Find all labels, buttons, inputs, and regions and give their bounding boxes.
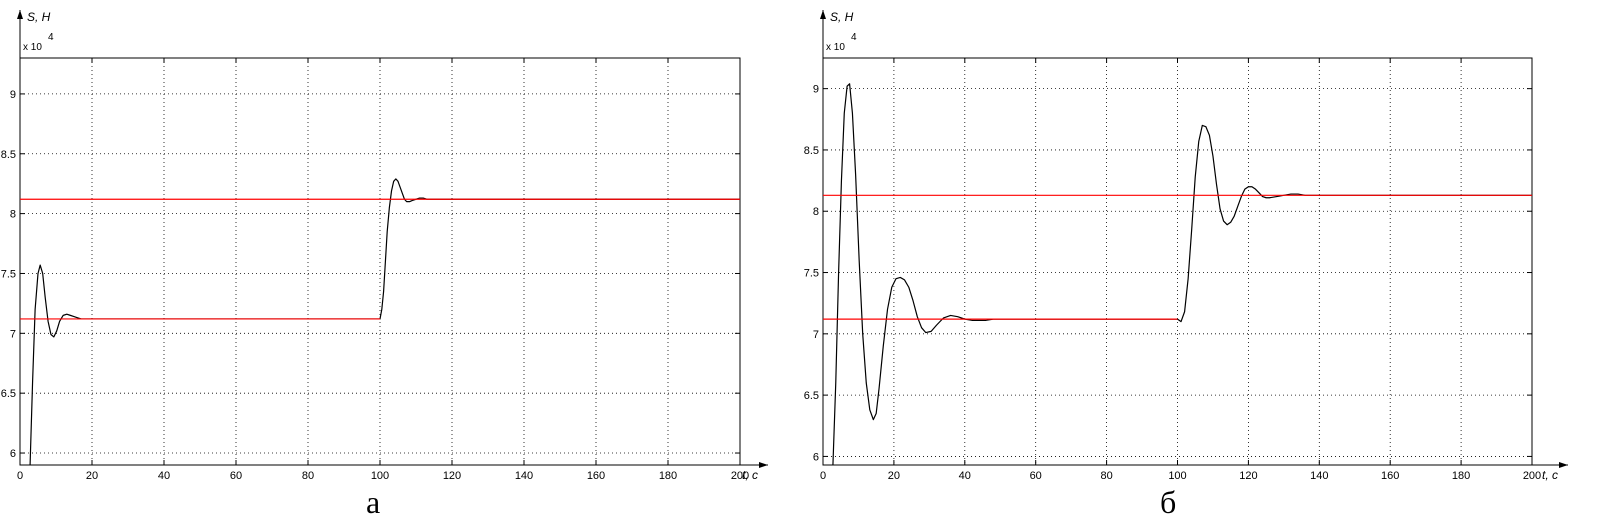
- chart-a: 0 20 40 60 80 100 120 140 160 180 200 6 6.5 7 7.5 8 8.5 9…: [1, 10, 768, 482]
- x-axis-label: t, c: [1542, 468, 1558, 482]
- x-axis-arrow: [759, 462, 768, 468]
- y-multiplier-exponent: 4: [48, 32, 54, 43]
- y-tick-label: 8: [10, 209, 16, 221]
- series-group: [823, 83, 1532, 465]
- y-tick-label: 6.5: [804, 390, 819, 402]
- chart-b: 0 20 40 60 80 100 120 140 160 180 200 6 6.5 7 7.5 8 8.5 9…: [804, 10, 1568, 482]
- grid-lines: [20, 58, 740, 465]
- y-axis-label: S, H: [27, 10, 51, 24]
- x-tick-label: 80: [1100, 470, 1112, 482]
- y-tick-label: 7: [813, 329, 819, 341]
- y-tick-label: 6.5: [1, 388, 16, 400]
- y-tick-label: 9: [10, 89, 16, 101]
- x-tick-label: 140: [1310, 470, 1328, 482]
- y-axis-label: S, H: [830, 10, 854, 24]
- x-tick-label: 180: [1452, 470, 1470, 482]
- x-tick-label: 160: [587, 470, 605, 482]
- x-tick-label: 100: [371, 470, 389, 482]
- y-tick-label: 6: [10, 448, 16, 460]
- x-tick-label: 40: [158, 470, 170, 482]
- y-tick-label: 8.5: [1, 149, 16, 161]
- x-tick-label: 160: [1381, 470, 1399, 482]
- x-tick-label: 200: [731, 470, 749, 482]
- y-tick-label: 6: [813, 451, 819, 463]
- x-tick-label: 140: [515, 470, 533, 482]
- x-tick-label: 0: [820, 470, 826, 482]
- y-multiplier-exponent: 4: [851, 32, 857, 43]
- x-tick-label: 180: [659, 470, 677, 482]
- x-tick-label: 40: [959, 470, 971, 482]
- y-axis-arrow: [820, 10, 826, 19]
- x-axis-arrow: [1559, 462, 1568, 468]
- x-axis-label: t, c: [742, 468, 758, 482]
- caption-a: а: [366, 484, 381, 520]
- x-tick-label: 200: [1523, 470, 1541, 482]
- plot-frame: [19, 57, 741, 466]
- x-tick-label: 20: [888, 470, 900, 482]
- y-tick-label: 7.5: [1, 268, 16, 280]
- y-multiplier: x 10: [826, 42, 845, 53]
- response-curve: [832, 83, 1532, 465]
- y-tick-label: 8: [813, 206, 819, 218]
- plot-frame: [822, 57, 1533, 466]
- response-curve: [29, 178, 740, 465]
- caption-b: б: [1160, 484, 1177, 520]
- y-tick-label: 9: [813, 84, 819, 96]
- x-tick-label: 20: [86, 470, 98, 482]
- x-tick-label: 60: [1030, 470, 1042, 482]
- grid-lines: [823, 58, 1532, 465]
- x-tick-label: 120: [1239, 470, 1257, 482]
- y-tick-label: 7: [10, 328, 16, 340]
- x-tick-label: 0: [17, 470, 23, 482]
- x-tick-label: 100: [1168, 470, 1186, 482]
- y-axis-arrow: [17, 10, 23, 19]
- x-tick-label: 60: [230, 470, 242, 482]
- y-multiplier: x 10: [23, 42, 42, 53]
- x-tick-label: 120: [443, 470, 461, 482]
- y-tick-label: 8.5: [804, 145, 819, 157]
- y-tick-label: 7.5: [804, 268, 819, 280]
- x-tick-label: 80: [302, 470, 314, 482]
- series-group: [20, 178, 740, 465]
